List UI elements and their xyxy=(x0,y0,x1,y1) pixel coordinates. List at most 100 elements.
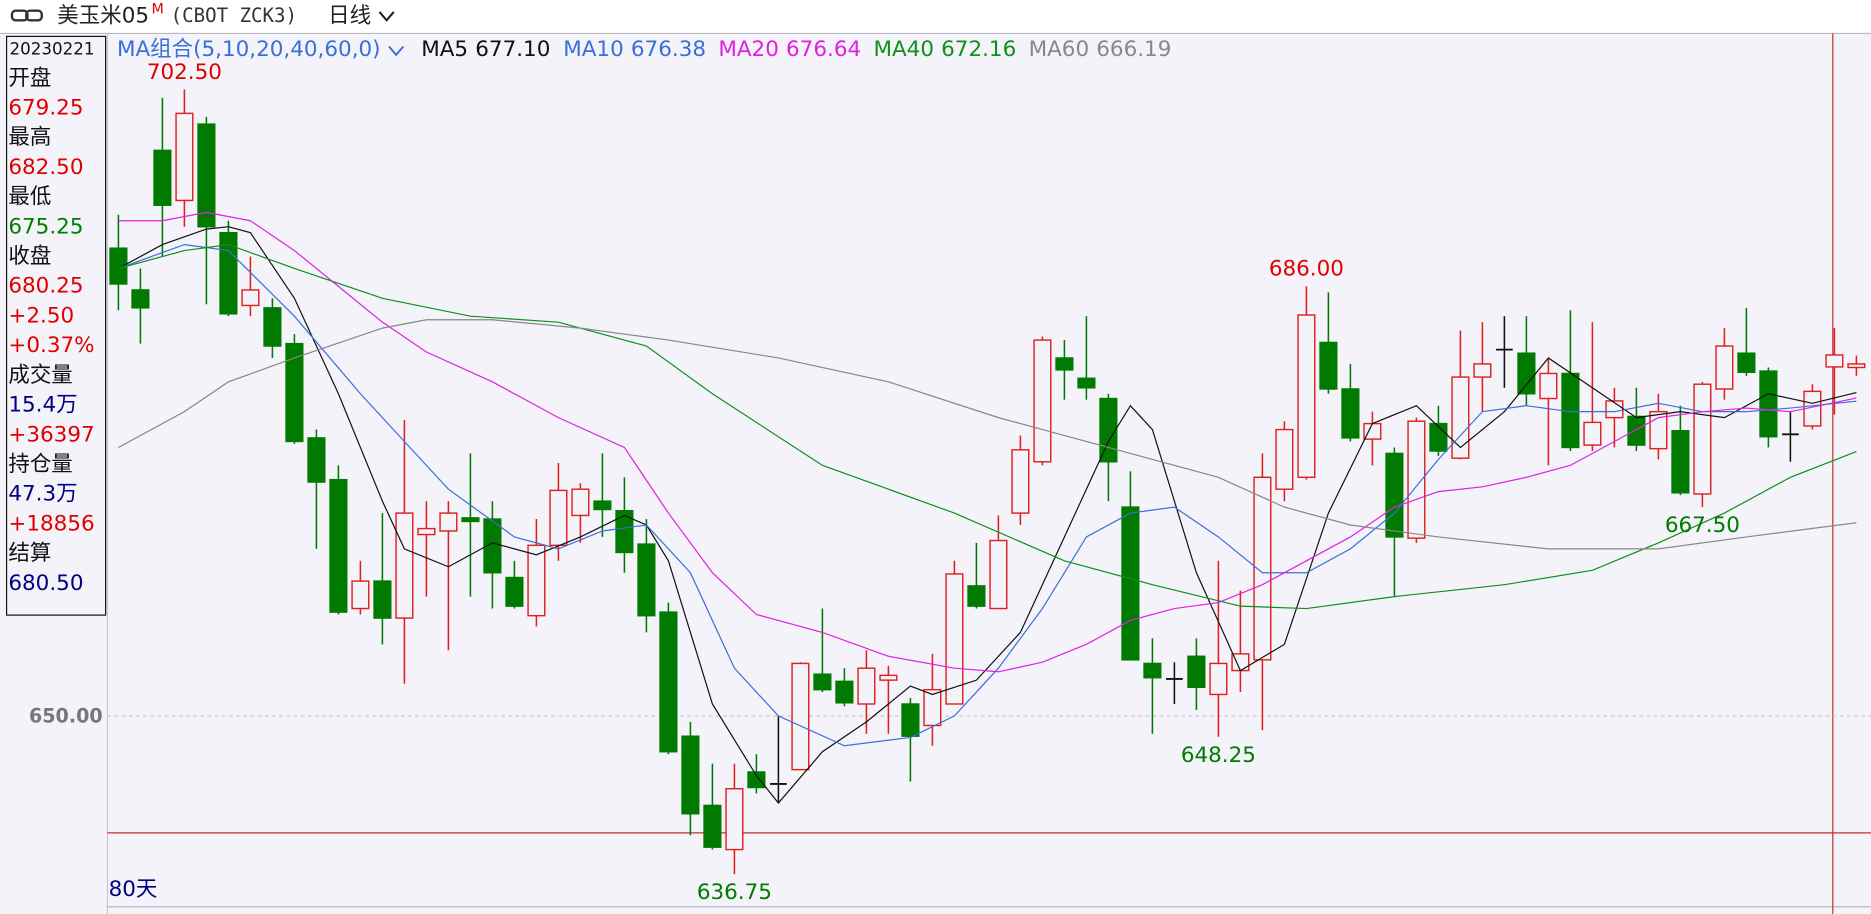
info-date: 20230221 xyxy=(10,39,95,59)
candle-body xyxy=(395,512,414,619)
info-row: +0.37% xyxy=(8,333,94,358)
info-row: 结算 xyxy=(8,541,51,566)
info-row: +2.50 xyxy=(8,303,74,328)
period-selector[interactable]: 日线 xyxy=(328,4,371,29)
ma-legend-item: MA40 672.16 xyxy=(873,37,1016,62)
candle-body xyxy=(725,787,744,851)
period-chevron[interactable] xyxy=(378,11,395,22)
candle-body xyxy=(681,735,700,815)
candle-body xyxy=(1055,357,1074,371)
candle-body xyxy=(1121,506,1140,661)
candle-body xyxy=(637,543,656,617)
candle-body xyxy=(1693,383,1712,495)
candle-body xyxy=(945,573,964,705)
candle-body xyxy=(1319,341,1338,390)
candle-body xyxy=(857,667,876,705)
candle-body xyxy=(703,804,722,848)
candle-body xyxy=(1517,352,1536,395)
ma-legend-title[interactable]: MA组合(5,10,20,40,60,0) xyxy=(117,37,381,62)
candle-body xyxy=(1429,422,1448,452)
candle-body xyxy=(197,123,216,228)
candle-body xyxy=(373,580,392,619)
ma-line xyxy=(118,243,1857,747)
candle-body xyxy=(1385,452,1404,538)
ma-legend-name: MA20 xyxy=(718,37,779,62)
candle-body xyxy=(1715,345,1734,390)
candle-body xyxy=(1297,314,1316,479)
candle-body xyxy=(659,611,678,753)
y-tick-label: 650.00 xyxy=(29,705,103,728)
info-panel xyxy=(5,35,107,616)
candle-body xyxy=(1671,430,1690,494)
candle-body xyxy=(1737,352,1756,373)
price-annotation: 686.00 xyxy=(1269,257,1344,282)
price-annotation: 667.50 xyxy=(1665,513,1740,538)
candle-body xyxy=(571,488,590,517)
ma-legend-chevron[interactable] xyxy=(388,45,405,57)
candle-body xyxy=(263,307,282,347)
ma-line xyxy=(118,211,1857,673)
candle-body xyxy=(219,231,238,315)
candle-body xyxy=(1253,476,1272,661)
candle-body xyxy=(1407,420,1426,539)
info-row: 680.50 xyxy=(8,571,83,596)
info-row: +36397 xyxy=(8,422,94,447)
ma-legend-name: MA60 xyxy=(1029,37,1090,62)
candle-body xyxy=(307,437,326,483)
candle-body xyxy=(1209,662,1228,696)
ma-legend-value: 676.38 xyxy=(631,37,706,62)
candle-body xyxy=(1033,339,1052,463)
candle-body xyxy=(1143,662,1162,679)
instrument-name: 美玉米05 xyxy=(57,4,149,29)
ma-legend-item: MA5 677.10 xyxy=(421,37,550,62)
price-annotation: 648.25 xyxy=(1181,743,1256,768)
candle-body xyxy=(1341,388,1360,439)
candle-body xyxy=(1627,415,1646,446)
price-annotation: 636.75 xyxy=(697,880,772,905)
candle-body xyxy=(1473,363,1492,378)
candle-body xyxy=(1825,354,1844,368)
candle-body xyxy=(1539,372,1558,400)
candle-body xyxy=(1847,363,1866,369)
info-row: 679.25 xyxy=(8,95,83,120)
ma-legend-item: MA10 676.38 xyxy=(563,37,706,62)
info-row: 682.50 xyxy=(8,155,83,180)
candle-body xyxy=(1099,397,1118,463)
top-bar xyxy=(0,0,1871,34)
candle-body xyxy=(285,342,304,443)
ma-line xyxy=(118,226,1857,804)
candle-body xyxy=(131,289,150,309)
candle-body xyxy=(813,673,832,691)
info-row: +18856 xyxy=(8,511,94,536)
ma-legend-name: MA5 xyxy=(421,37,468,62)
candle-body xyxy=(549,489,568,547)
candle-body xyxy=(1011,449,1030,514)
info-row: 15.4万 xyxy=(8,393,77,418)
ma-legend-value: 666.19 xyxy=(1096,37,1171,62)
link-icon xyxy=(10,9,43,22)
ma-legend-item: MA60 666.19 xyxy=(1029,37,1172,62)
info-row: 47.3万 xyxy=(8,482,77,507)
ma-line xyxy=(118,243,1857,610)
candle-body xyxy=(923,688,942,727)
candle-body xyxy=(967,585,986,607)
candle-body xyxy=(1077,377,1096,389)
candle-body xyxy=(351,580,370,610)
candle-body xyxy=(1649,410,1668,450)
candle-body xyxy=(1583,421,1602,446)
candle-body xyxy=(461,517,480,523)
candle-body xyxy=(835,680,854,704)
info-row: 收盘 xyxy=(8,244,51,269)
candle-body xyxy=(593,500,612,511)
candle-body xyxy=(1275,428,1294,490)
candle-body xyxy=(747,771,766,789)
days-label: 80天 xyxy=(109,877,158,902)
candle-body xyxy=(879,674,898,681)
candle-body xyxy=(505,576,524,607)
candle-body xyxy=(615,509,634,554)
ma-legend-name: MA10 xyxy=(563,37,624,62)
info-row: 675.25 xyxy=(8,214,83,239)
